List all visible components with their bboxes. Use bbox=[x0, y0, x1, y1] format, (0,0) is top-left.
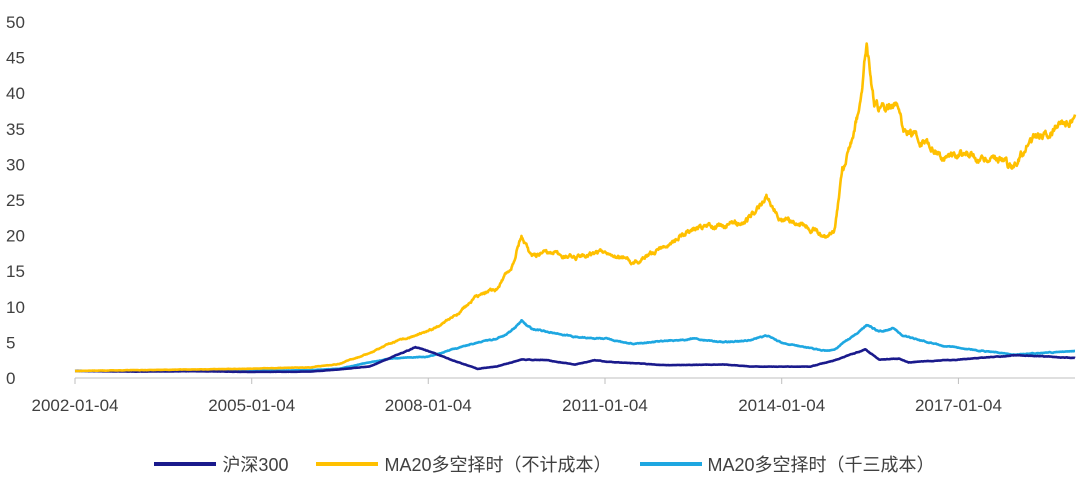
y-tick-label: 5 bbox=[6, 333, 15, 352]
y-tick-label: 40 bbox=[6, 84, 25, 103]
legend-item-ma20-cost: MA20多空择时（千三成本） bbox=[639, 451, 935, 477]
legend-item-ma20-no-cost: MA20多空择时（不计成本） bbox=[316, 451, 612, 477]
legend: 沪深300 MA20多空择时（不计成本） MA20多空择时（千三成本） bbox=[0, 448, 1089, 480]
y-tick-label: 45 bbox=[6, 49, 25, 68]
y-tick-label: 0 bbox=[6, 369, 15, 388]
legend-label-ma20-no-cost: MA20多空择时（不计成本） bbox=[384, 455, 612, 475]
y-tick-label: 25 bbox=[6, 191, 25, 210]
y-tick-label: 20 bbox=[6, 227, 25, 246]
legend-swatch-ma20-cost bbox=[639, 462, 702, 466]
x-tick-label: 2014-01-04 bbox=[738, 396, 825, 415]
y-tick-label: 15 bbox=[6, 262, 25, 281]
x-tick-label: 2017-01-04 bbox=[915, 396, 1002, 415]
legend-label-ma20-cost: MA20多空择时（千三成本） bbox=[707, 455, 935, 475]
y-axis: 0 5 10 15 20 25 30 35 40 45 50 bbox=[6, 13, 25, 388]
x-axis: 2002-01-04 2005-01-04 2008-01-04 2011-01-04… bbox=[32, 377, 1075, 415]
series-layer bbox=[74, 42, 1077, 374]
series-line-0 bbox=[74, 345, 1076, 374]
y-tick-label: 30 bbox=[6, 155, 25, 174]
x-tick-label: 2008-01-04 bbox=[385, 396, 472, 415]
legend-item-hs300: 沪深300 bbox=[154, 451, 288, 477]
line-chart: 0 5 10 15 20 25 30 35 40 45 50 2002-01-04 2005-01-0… bbox=[6, 13, 1077, 415]
x-tick-label: 2011-01-04 bbox=[562, 396, 648, 415]
legend-label-hs300: 沪深300 bbox=[222, 455, 289, 475]
y-tick-label: 50 bbox=[6, 13, 25, 32]
legend-swatch-hs300 bbox=[154, 462, 217, 466]
y-tick-label: 35 bbox=[6, 120, 25, 139]
x-tick-label: 2005-01-04 bbox=[208, 396, 295, 415]
series-line-1 bbox=[74, 42, 1077, 373]
x-tick-label: 2002-01-04 bbox=[32, 396, 119, 415]
legend-swatch-ma20-no-cost bbox=[316, 462, 379, 466]
y-tick-label: 10 bbox=[6, 298, 25, 317]
